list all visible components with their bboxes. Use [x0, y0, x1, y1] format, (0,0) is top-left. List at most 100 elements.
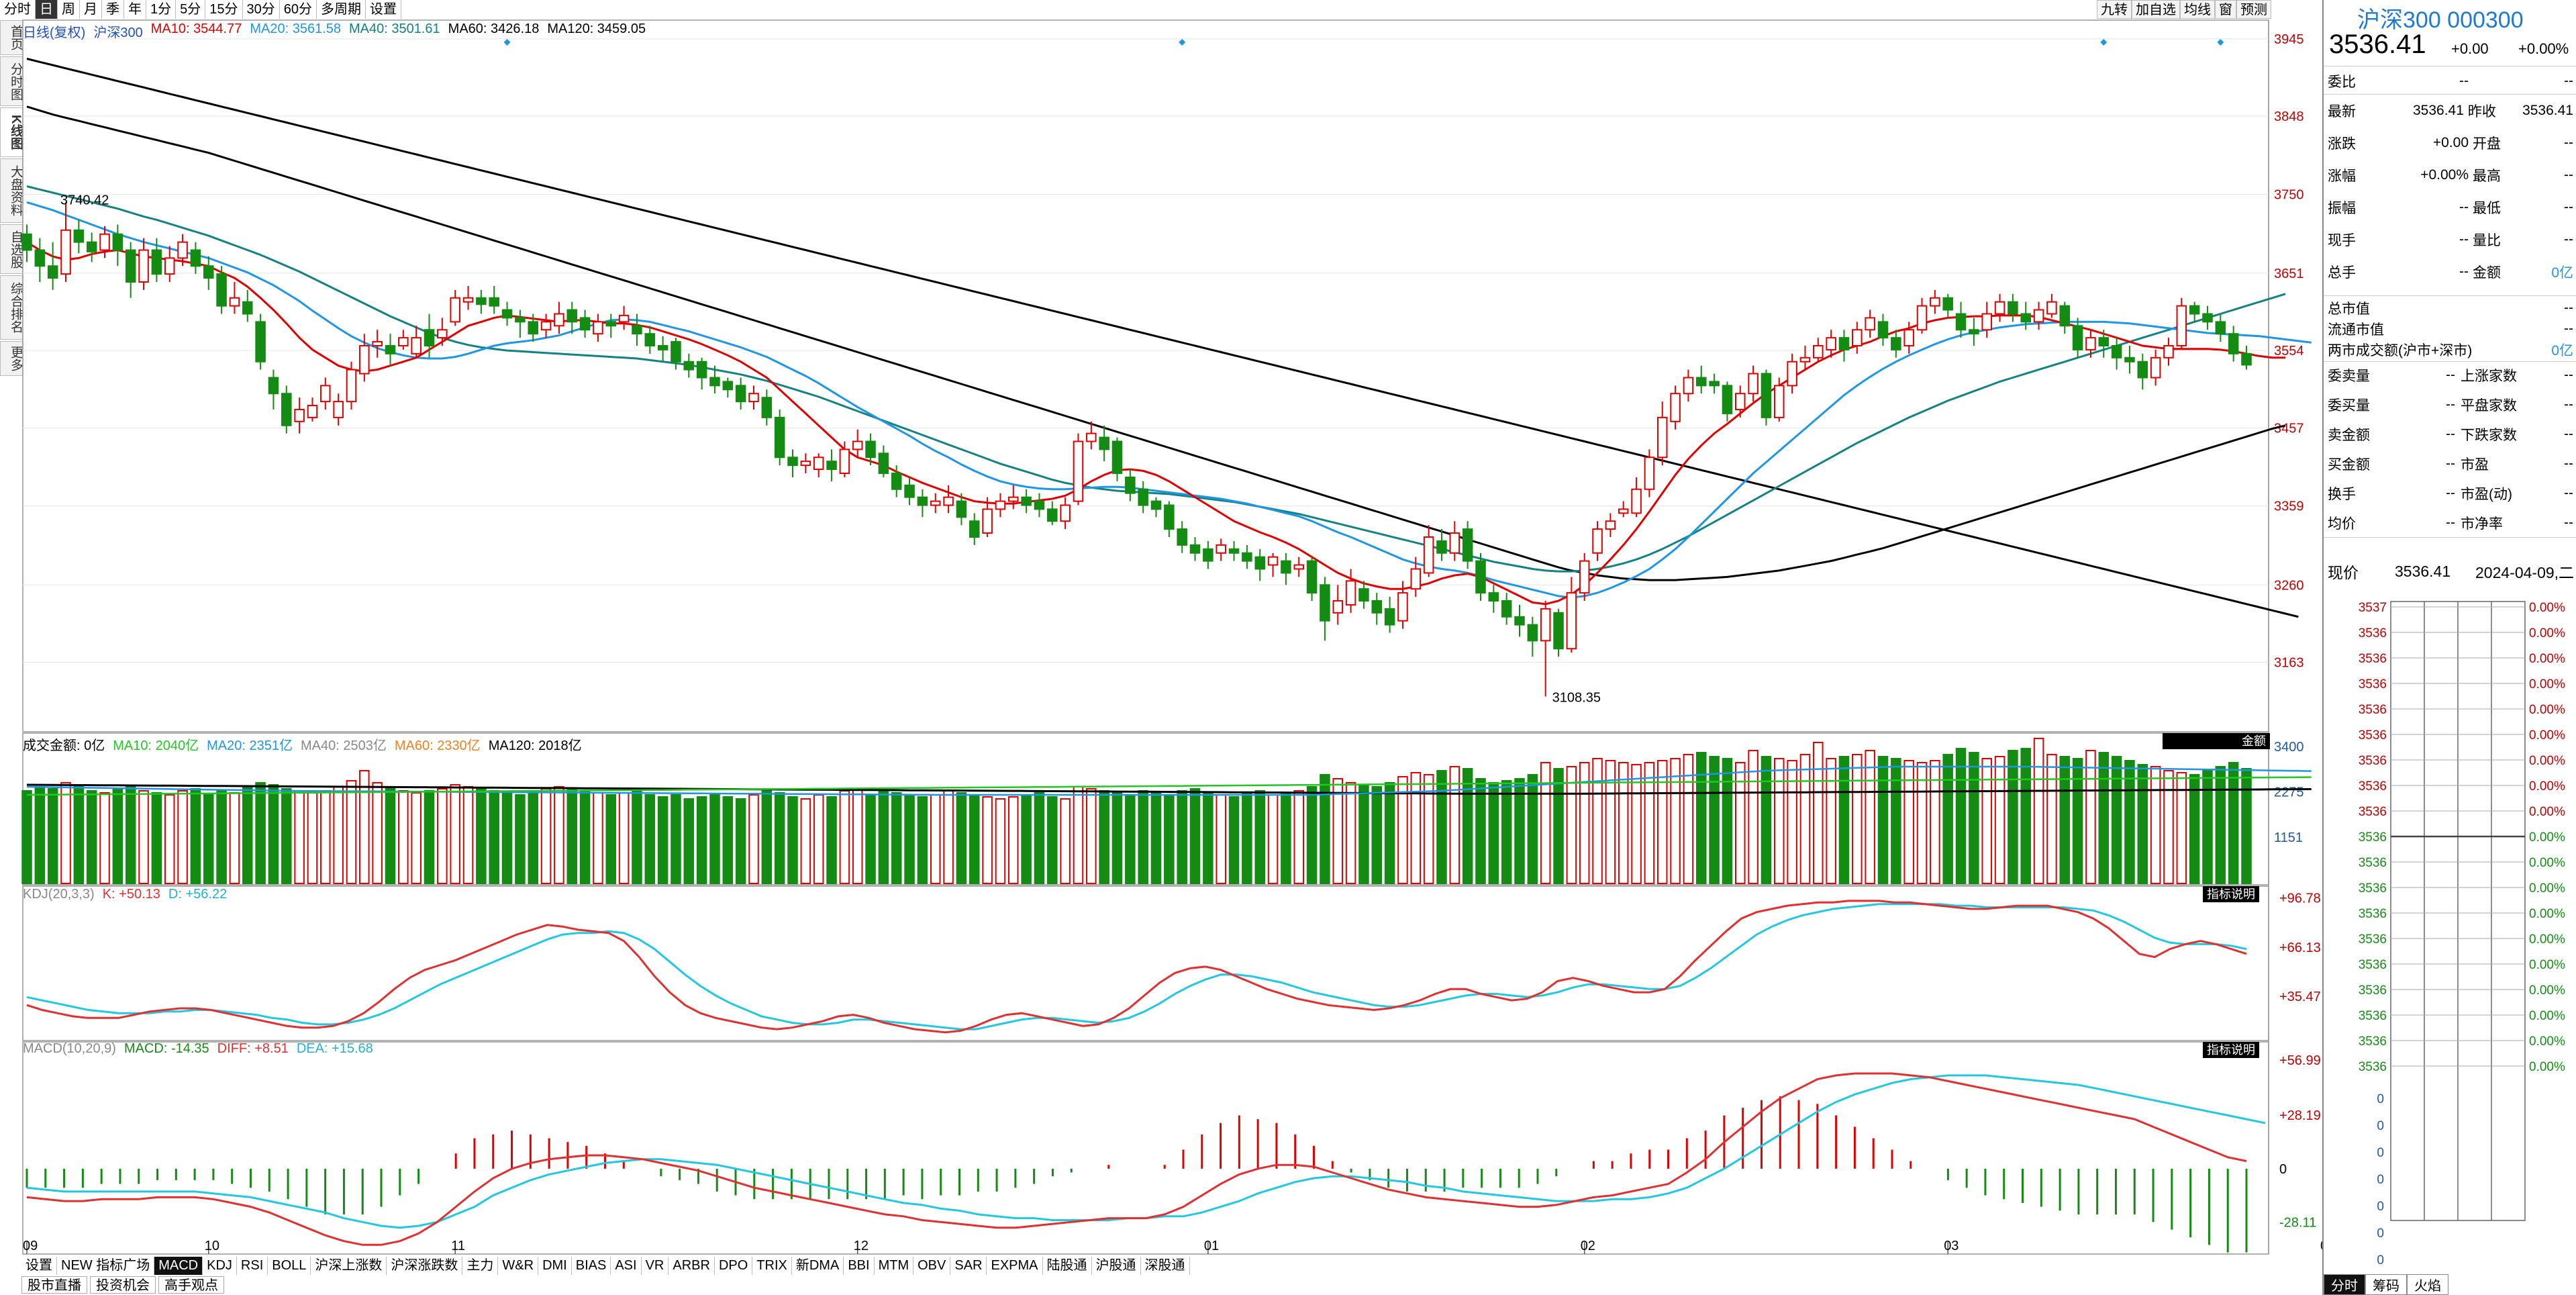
- volume-bar: [593, 792, 603, 884]
- chart-area[interactable]: 3945 3848 3750 3651 3554 3457 3359 3260 3163 3740…: [0, 0, 2322, 1255]
- tool-button-0[interactable]: 九转: [2097, 0, 2132, 19]
- side-tab-1[interactable]: 分时图: [0, 56, 23, 106]
- macd-tag[interactable]: 指标说明: [2203, 1042, 2259, 1058]
- candle: [437, 329, 448, 339]
- indicator-tab-1[interactable]: NEW 指标广场: [57, 1257, 155, 1275]
- panel-tab-2[interactable]: 火焰: [2407, 1274, 2448, 1295]
- side-tab-4[interactable]: 自选股: [0, 224, 23, 274]
- candle: [1969, 329, 1979, 335]
- candle: [2202, 313, 2213, 323]
- indicator-tab-8[interactable]: 主力: [462, 1257, 499, 1275]
- indicator-tab-21[interactable]: SAR: [950, 1257, 987, 1275]
- tool-button-4[interactable]: 预测: [2236, 0, 2271, 19]
- period-tab-6[interactable]: 1分: [146, 0, 177, 19]
- minichart-pct: 0.00%: [2529, 652, 2565, 666]
- indicator-tab-24[interactable]: 沪股通: [1092, 1257, 1141, 1275]
- tool-button-3[interactable]: 窗: [2215, 0, 2236, 19]
- period-tab-4[interactable]: 季: [102, 0, 124, 19]
- indicator-tab-13[interactable]: VR: [642, 1257, 669, 1275]
- row-value: --: [2564, 232, 2573, 247]
- candle: [1384, 608, 1395, 626]
- indicator-tab-23[interactable]: 陆股通: [1043, 1257, 1092, 1275]
- candle: [1877, 321, 1889, 339]
- indicator-tab-14[interactable]: ARBR: [668, 1257, 715, 1275]
- kdj-tag[interactable]: 指标说明: [2203, 886, 2259, 902]
- volume-bar: [1930, 760, 1940, 884]
- minichart-pct: 0.00%: [2529, 830, 2565, 845]
- volume-bar: [99, 792, 110, 884]
- market-row: 流通市值 --: [2328, 320, 2576, 338]
- candle: [618, 314, 630, 323]
- tool-button-1[interactable]: 加自选: [2132, 0, 2180, 19]
- event-marker: [503, 39, 511, 46]
- minichart-pct: 0.00%: [2529, 932, 2565, 947]
- side-tab-0[interactable]: 首页: [0, 20, 23, 55]
- candle: [138, 249, 149, 283]
- vma120-line: [26, 783, 2312, 795]
- minichart-price: 3536: [2359, 1009, 2387, 1023]
- period-tab-12[interactable]: 设置: [366, 0, 401, 19]
- indicator-tab-12[interactable]: ASI: [611, 1257, 642, 1275]
- candle: [774, 416, 785, 459]
- indicator-tab-2[interactable]: MACD: [154, 1257, 203, 1275]
- period-tab-10[interactable]: 60分: [280, 0, 317, 19]
- period-tab-1[interactable]: 日: [36, 0, 58, 19]
- intraday-minichart[interactable]: 3537 0.00% 3536 0.00% 3536 0.00% 3536 0.00% 3536…: [2324, 591, 2576, 1276]
- event-marker: [2217, 39, 2224, 46]
- indicator-tab-6[interactable]: 沪深上涨数: [311, 1257, 387, 1275]
- candle: [1111, 440, 1123, 474]
- side-tab-5[interactable]: 综合排名: [0, 275, 23, 340]
- candle: [1332, 600, 1344, 614]
- info-tab-0[interactable]: 股市直播: [21, 1276, 87, 1294]
- tool-button-2[interactable]: 均线: [2180, 0, 2215, 19]
- indicator-tab-18[interactable]: BBI: [844, 1257, 875, 1275]
- volume-bar: [579, 790, 591, 884]
- volume-bar: [982, 796, 993, 884]
- indicator-tab-5[interactable]: BOLL: [268, 1257, 311, 1275]
- period-tab-9[interactable]: 30分: [243, 0, 280, 19]
- period-tab-8[interactable]: 15分: [205, 0, 243, 19]
- indicator-tab-10[interactable]: DMI: [538, 1257, 572, 1275]
- indicator-tab-15[interactable]: DPO: [715, 1257, 753, 1275]
- minichart-price: 3536: [2359, 652, 2387, 666]
- period-tab-2[interactable]: 周: [58, 0, 80, 19]
- candle: [2111, 345, 2122, 358]
- period-tab-3[interactable]: 月: [80, 0, 102, 19]
- volume-bar: [372, 782, 383, 884]
- indicator-tab-25[interactable]: 深股通: [1141, 1257, 1190, 1275]
- info-tab-2[interactable]: 高手观点: [158, 1276, 224, 1294]
- indicator-tab-3[interactable]: KDJ: [203, 1257, 237, 1275]
- side-tab-3[interactable]: 大盘资料: [0, 158, 23, 223]
- indicator-tab-4[interactable]: RSI: [237, 1257, 268, 1275]
- candle: [424, 329, 435, 346]
- side-tab-6[interactable]: 更多: [0, 341, 23, 376]
- volume-tag[interactable]: 金额: [2163, 733, 2270, 749]
- info-tabs: 股市直播 投资机会 高手观点: [21, 1276, 227, 1294]
- indicator-tab-11[interactable]: BIAS: [572, 1257, 611, 1275]
- event-marker: [1179, 39, 1186, 46]
- volume-bar: [1306, 786, 1318, 884]
- indicator-tab-7[interactable]: 沪深涨跌数: [387, 1257, 463, 1275]
- candle: [748, 393, 759, 403]
- period-tab-11[interactable]: 多周期: [317, 0, 366, 19]
- info-tab-1[interactable]: 投资机会: [90, 1276, 156, 1294]
- candle: [579, 317, 591, 331]
- indicator-tab-0[interactable]: 设置: [21, 1257, 57, 1275]
- indicator-tab-17[interactable]: 新DMA: [792, 1257, 844, 1275]
- panel-tab-0[interactable]: 分时: [2324, 1274, 2365, 1295]
- volume-bar: [229, 792, 240, 884]
- candle: [1086, 432, 1097, 442]
- period-tab-0[interactable]: 分时: [0, 0, 36, 19]
- row-label: 开盘: [2473, 136, 2501, 152]
- indicator-tab-9[interactable]: W&R: [498, 1257, 539, 1275]
- indicator-tab-19[interactable]: MTM: [875, 1257, 914, 1275]
- indicator-tab-20[interactable]: OBV: [913, 1257, 951, 1275]
- period-tab-7[interactable]: 5分: [176, 0, 206, 19]
- panel-tab-1[interactable]: 筹码: [2365, 1274, 2407, 1295]
- candle: [1891, 337, 1901, 350]
- period-tab-5[interactable]: 年: [124, 0, 146, 19]
- indicator-tab-22[interactable]: EXPMA: [987, 1257, 1043, 1275]
- indicator-tab-16[interactable]: TRIX: [752, 1257, 792, 1275]
- volume-bar: [709, 794, 720, 884]
- minichart-pct: 0.00%: [2529, 1035, 2565, 1049]
